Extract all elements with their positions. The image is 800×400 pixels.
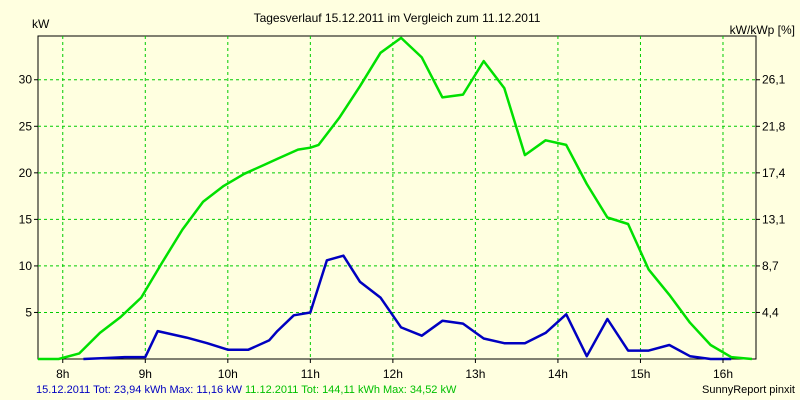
- y-tick-label-left: 25: [19, 119, 33, 133]
- x-tick-label: 12h: [383, 367, 403, 381]
- x-tick-label: 16h: [713, 367, 733, 381]
- x-tick-label: 11h: [301, 367, 320, 381]
- y-tick-label-right: 17,4: [762, 166, 786, 180]
- series-layer: [37, 36, 753, 361]
- x-tick-label: 9h: [139, 367, 152, 381]
- ticks-layer: 8h 9h 10h 11h 12h 13h 14h 15h 16h 5 4,4 10 8,7 15 13,1…: [19, 73, 786, 381]
- x-tick-label: 15h: [630, 367, 650, 381]
- y-tick-label-right: 21,8: [762, 119, 786, 133]
- chart-title: Tagesverlauf 15.12.2011 im Vergleich zum…: [254, 11, 541, 25]
- y-axis-right-label: kW/kWp [%]: [730, 23, 795, 37]
- y-tick-label-left: 10: [19, 259, 33, 273]
- series-line-1: [83, 254, 732, 361]
- y-tick-label-left: 20: [19, 166, 33, 180]
- legend-series-1: 15.12.2011 Tot: 23,94 kWh Max: 11,16 kW: [36, 384, 243, 396]
- x-tick-label: 14h: [548, 367, 568, 381]
- y-tick-label-right: 26,1: [762, 73, 786, 87]
- x-tick-label: 8h: [56, 367, 69, 381]
- plot-area: [37, 35, 757, 360]
- y-tick-label-right: 4,4: [762, 305, 779, 319]
- y-tick-label-left: 5: [25, 305, 32, 319]
- x-tick-label: 10h: [218, 367, 238, 381]
- x-tick-label: 13h: [465, 367, 485, 381]
- y-tick-label-left: 15: [19, 212, 33, 226]
- legend-series-2: 11.12.2011 Tot: 144,11 kWh Max: 34,52 kW: [245, 384, 457, 396]
- y-axis-left-label: kW: [32, 17, 50, 31]
- footer-credit: SunnyReport pinxit: [702, 384, 795, 396]
- y-tick-label-right: 8,7: [762, 259, 779, 273]
- y-tick-label-left: 30: [19, 73, 33, 87]
- y-tick-label-right: 13,1: [762, 212, 786, 226]
